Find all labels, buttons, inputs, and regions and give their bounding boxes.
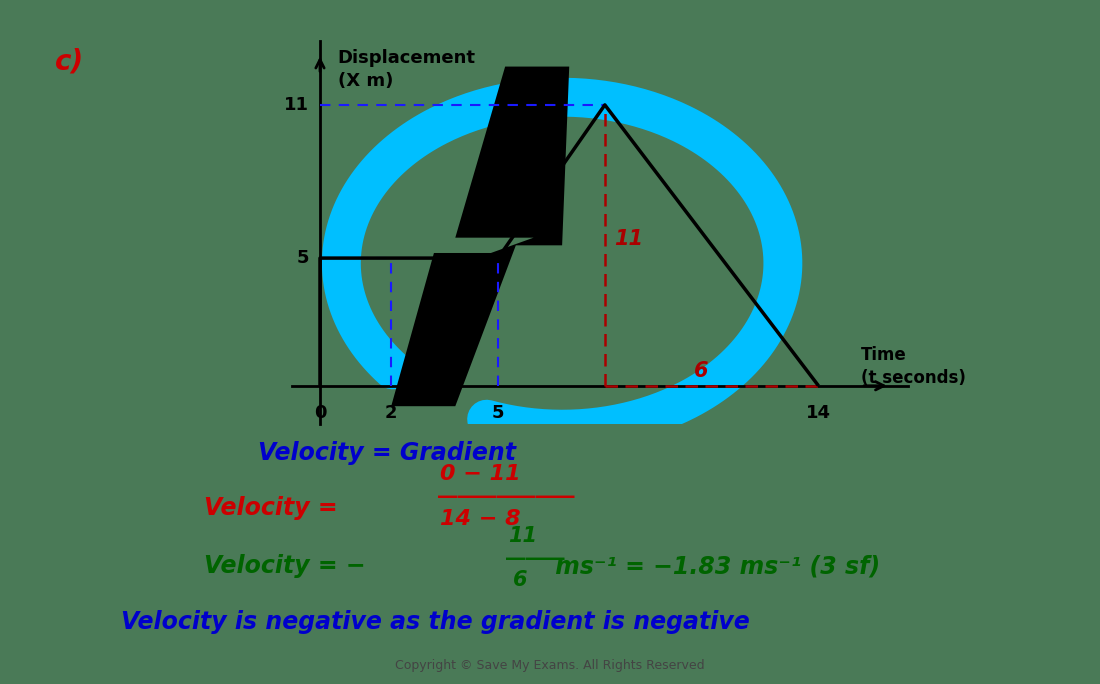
Text: 11: 11 (284, 96, 309, 114)
Text: 6: 6 (513, 570, 527, 590)
Text: Displacement: Displacement (338, 49, 476, 67)
Text: 11: 11 (614, 229, 642, 250)
Text: 11: 11 (508, 526, 537, 546)
Text: Velocity is negative as the gradient is negative: Velocity is negative as the gradient is … (121, 610, 750, 634)
Text: c): c) (55, 48, 84, 76)
Text: 0 − 11: 0 − 11 (440, 464, 520, 484)
Text: Velocity = Gradient: Velocity = Gradient (258, 441, 517, 465)
Polygon shape (392, 66, 569, 406)
Text: 0: 0 (314, 404, 327, 421)
Text: Velocity = −: Velocity = − (204, 554, 365, 578)
Text: 6: 6 (694, 361, 708, 381)
Text: 14 − 8: 14 − 8 (440, 509, 520, 529)
Text: Copyright © Save My Exams. All Rights Reserved: Copyright © Save My Exams. All Rights Re… (395, 659, 705, 672)
Text: 14: 14 (806, 404, 830, 421)
Text: (Χ m): (Χ m) (338, 72, 393, 90)
Text: 2: 2 (385, 404, 397, 421)
Text: Time: Time (861, 346, 908, 364)
Text: ―――――――: ――――――― (438, 487, 574, 506)
Text: ms⁻¹ = −1.83 ms⁻¹ (3 sf): ms⁻¹ = −1.83 ms⁻¹ (3 sf) (547, 554, 880, 578)
Text: ―――: ――― (506, 549, 564, 568)
Text: 5: 5 (492, 404, 504, 421)
Text: (t seconds): (t seconds) (861, 369, 966, 387)
Text: Velocity =: Velocity = (204, 496, 345, 520)
Text: 5: 5 (297, 249, 309, 267)
